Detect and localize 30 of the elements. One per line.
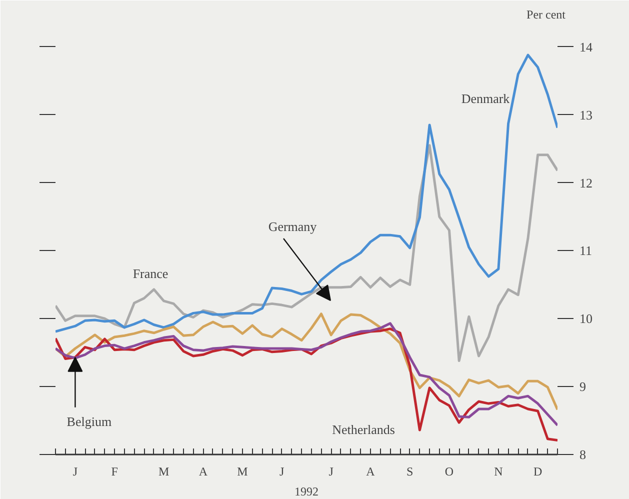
x-tick-label: N xyxy=(494,464,504,478)
x-tick-label: D xyxy=(533,464,542,478)
y-tick-label: 8 xyxy=(580,447,586,462)
line-series xyxy=(56,54,558,333)
line-series xyxy=(56,144,558,362)
y-tick-label: 14 xyxy=(580,39,593,54)
x-tick-label: J xyxy=(328,464,334,478)
y-tick-label: 9 xyxy=(580,379,586,394)
y-tick-label: 12 xyxy=(580,175,592,190)
x-tick-label: M xyxy=(158,464,170,478)
x-tick-label: F xyxy=(111,464,118,478)
annotation: Denmark xyxy=(461,91,510,106)
y-tick-label: 13 xyxy=(580,107,592,122)
annotation: Netherlands xyxy=(332,422,395,437)
line-series xyxy=(56,312,558,411)
line-series xyxy=(56,322,558,427)
x-tick-label: O xyxy=(444,464,454,478)
x-tick-label: A xyxy=(198,464,208,478)
x-tick-label: J xyxy=(280,464,285,478)
y-tick-label: 10 xyxy=(580,311,592,326)
annotation: Germany xyxy=(268,219,318,234)
annotation: France xyxy=(132,266,168,281)
x-tick-label: S xyxy=(406,464,414,478)
y-axis-title: Per cent xyxy=(526,8,566,22)
x-tick-label: J xyxy=(72,464,78,478)
annotation: Belgium xyxy=(66,414,112,429)
x-tick-label: A xyxy=(366,464,376,478)
x-tick-label: M xyxy=(237,464,248,478)
x-axis-title: 1992 xyxy=(294,484,318,498)
y-tick-label: 11 xyxy=(580,243,592,258)
